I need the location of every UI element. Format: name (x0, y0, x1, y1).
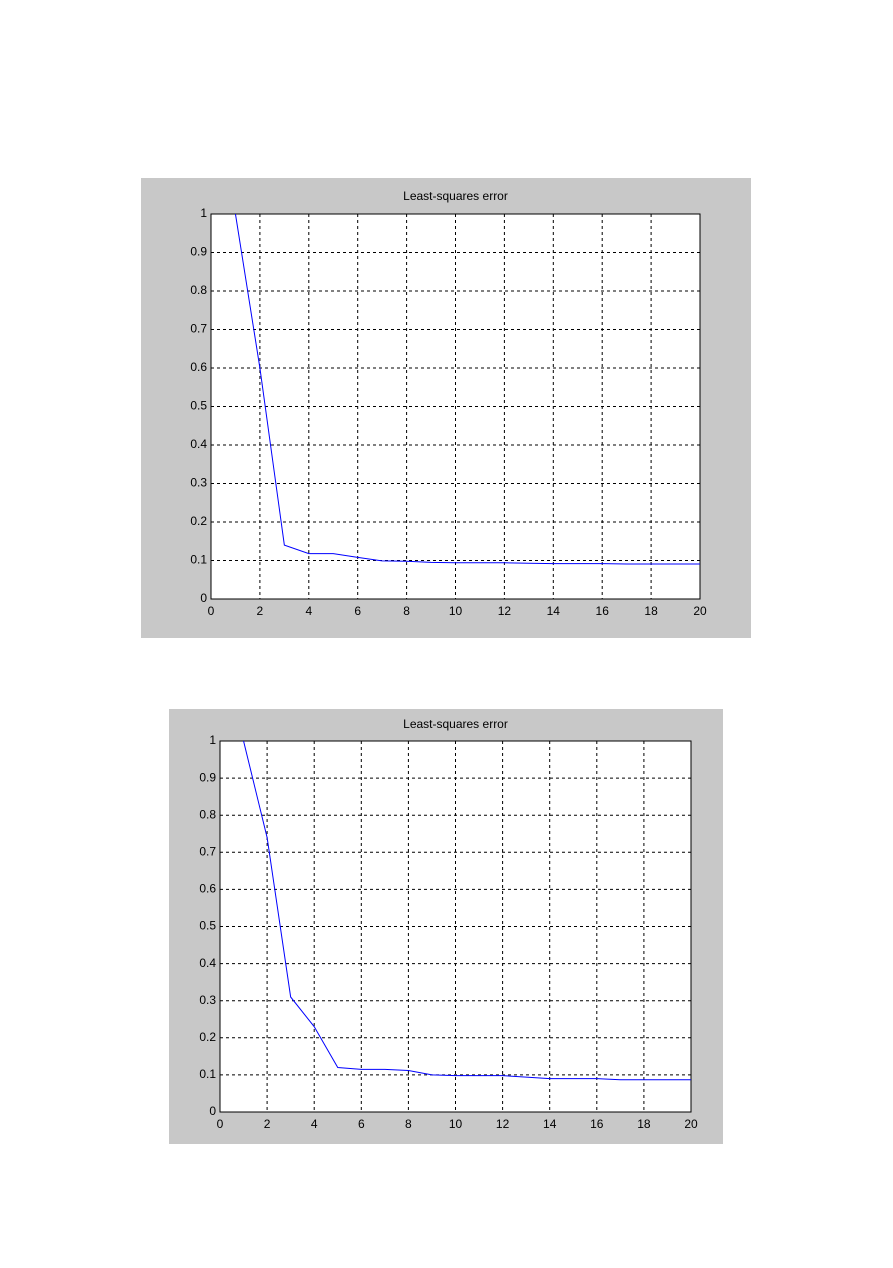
y-tick-label: 0.9 (199, 770, 216, 784)
y-tick-label: 0.3 (190, 476, 207, 490)
y-tick-label: 0.8 (190, 283, 207, 297)
x-tick-label: 2 (257, 604, 264, 618)
y-tick-label: 0.6 (199, 882, 216, 896)
y-tick-label: 0.6 (190, 360, 207, 374)
y-tick-label: 0 (209, 1104, 216, 1118)
axes-box (219, 740, 692, 1113)
x-tick-label: 4 (305, 604, 312, 618)
chart-title: Least-squares error (403, 189, 508, 203)
x-tick-label: 12 (498, 604, 512, 618)
x-tick-label: 10 (449, 604, 463, 618)
y-tick-label: 0.5 (190, 399, 207, 413)
x-tick-label: 18 (637, 1117, 651, 1131)
x-tick-label: 14 (547, 604, 561, 618)
y-tick-label: 1 (200, 206, 207, 220)
x-tick-label: 12 (496, 1117, 510, 1131)
x-tick-label: 20 (693, 604, 707, 618)
x-tick-label: 20 (684, 1117, 698, 1131)
axes-box (210, 213, 701, 600)
x-tick-label: 16 (596, 604, 610, 618)
x-tick-label: 8 (405, 1117, 412, 1131)
x-tick-label: 16 (590, 1117, 604, 1131)
chart-title: Least-squares error (403, 717, 508, 731)
x-tick-label: 0 (208, 604, 215, 618)
y-tick-label: 0.4 (199, 956, 216, 970)
y-tick-label: 0.3 (199, 993, 216, 1007)
x-tick-label: 6 (358, 1117, 365, 1131)
y-tick-label: 0 (200, 591, 207, 605)
y-tick-label: 0.1 (190, 553, 207, 567)
y-tick-label: 0.5 (199, 919, 216, 933)
y-tick-label: 0.7 (190, 322, 207, 336)
x-tick-label: 14 (543, 1117, 557, 1131)
y-tick-label: 0.8 (199, 807, 216, 821)
y-tick-label: 0.4 (190, 437, 207, 451)
y-tick-label: 0.2 (199, 1030, 216, 1044)
x-tick-label: 8 (403, 604, 410, 618)
x-tick-label: 2 (264, 1117, 271, 1131)
y-tick-label: 1 (209, 733, 216, 747)
data-line (234, 213, 700, 565)
x-tick-label: 4 (311, 1117, 318, 1131)
x-tick-label: 10 (449, 1117, 463, 1131)
y-tick-label: 0.2 (190, 514, 207, 528)
data-line (243, 740, 691, 1081)
y-tick-label: 0.9 (190, 245, 207, 259)
x-tick-label: 0 (217, 1117, 224, 1131)
x-tick-label: 18 (644, 604, 658, 618)
y-tick-label: 0.7 (199, 844, 216, 858)
x-tick-label: 6 (354, 604, 361, 618)
y-tick-label: 0.1 (199, 1067, 216, 1081)
